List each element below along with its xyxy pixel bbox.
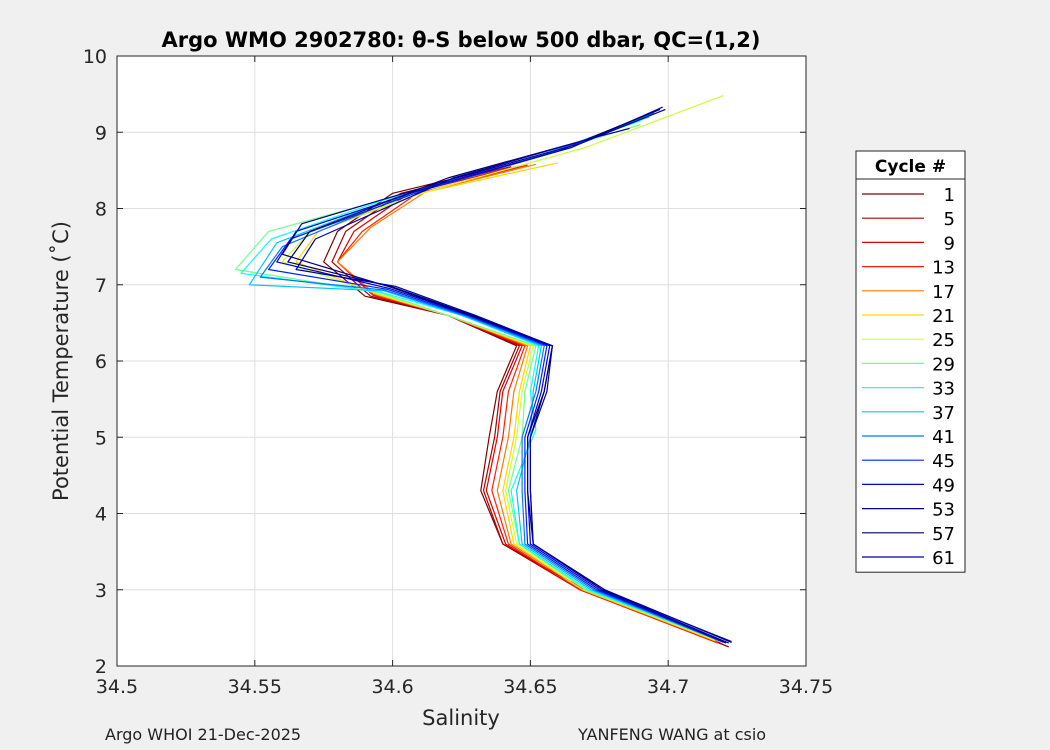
x-tick-label: 34.75 xyxy=(779,676,833,698)
series-line-5 xyxy=(331,166,724,646)
footer-credit-right: YANFENG WANG at csio xyxy=(578,725,767,744)
legend: Cycle # 1 5 9 13 17 21 25 29 33 37 41 45 49 53 57 61 xyxy=(855,150,966,573)
series-line-9 xyxy=(336,165,721,644)
legend-label-25: 25 xyxy=(932,330,955,351)
y-tick-label: 10 xyxy=(83,46,107,68)
legend-label-61: 61 xyxy=(932,548,955,569)
series-group xyxy=(234,95,732,648)
y-axis-label: Potential Temperature (˚C) xyxy=(49,221,73,501)
chart-title: Argo WMO 2902780: θ-S below 500 dbar, QC… xyxy=(162,28,761,52)
x-tick-label: 34.65 xyxy=(503,676,557,698)
series-line-13 xyxy=(336,164,719,644)
x-tick-label: 34.7 xyxy=(647,676,689,698)
x-tick-label: 34.6 xyxy=(371,676,413,698)
legend-label-17: 17 xyxy=(932,282,955,303)
legend-label-9: 9 xyxy=(944,233,955,254)
footer-credit-left: Argo WHOI 21-Dec-2025 xyxy=(105,725,302,744)
series-line-17 xyxy=(336,163,719,643)
x-tick-label: 34.5 xyxy=(96,676,138,698)
legend-label-45: 45 xyxy=(932,451,955,472)
legend-label-33: 33 xyxy=(932,379,955,400)
legend-label-21: 21 xyxy=(932,306,955,327)
legend-label-5: 5 xyxy=(944,209,955,230)
legend-label-37: 37 xyxy=(932,403,955,424)
ticks: 34.5 34.55 34.6 34.65 34.7 34.75 2 3 4 5 6 7 8 9 10 xyxy=(83,46,833,698)
legend-title: Cycle # xyxy=(875,157,946,177)
legend-label-1: 1 xyxy=(944,185,955,206)
legend-label-13: 13 xyxy=(932,258,955,279)
y-tick-label: 4 xyxy=(95,504,107,526)
legend-box xyxy=(855,150,966,573)
legend-label-57: 57 xyxy=(932,524,955,545)
x-tick-label: 34.55 xyxy=(228,676,282,698)
series-line-45 xyxy=(268,108,727,643)
y-tick-label: 8 xyxy=(95,199,107,221)
legend-label-53: 53 xyxy=(932,500,955,521)
y-tick-label: 2 xyxy=(95,656,107,678)
y-tick-label: 9 xyxy=(95,122,107,144)
y-tick-label: 5 xyxy=(95,427,107,449)
y-tick-label: 3 xyxy=(95,580,107,602)
y-tick-label: 6 xyxy=(95,351,107,373)
series-line-41 xyxy=(259,112,724,643)
legend-label-41: 41 xyxy=(932,427,955,448)
legend-label-49: 49 xyxy=(932,475,955,496)
legend-label-29: 29 xyxy=(932,354,955,375)
y-tick-label: 7 xyxy=(95,275,107,297)
series-line-61 xyxy=(295,127,732,643)
x-axis-label: Salinity xyxy=(422,706,500,730)
